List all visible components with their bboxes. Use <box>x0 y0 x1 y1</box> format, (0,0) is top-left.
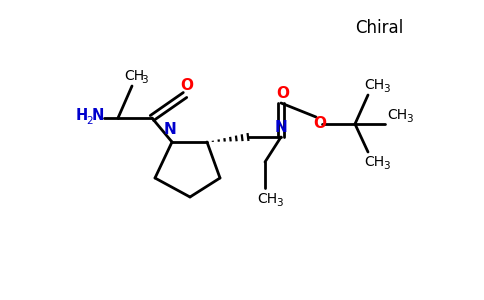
Text: Chiral: Chiral <box>355 19 403 37</box>
Text: N: N <box>274 119 287 134</box>
Text: 2: 2 <box>87 116 93 126</box>
Text: 3: 3 <box>383 161 389 171</box>
Text: CH: CH <box>124 69 144 83</box>
Text: O: O <box>276 85 289 100</box>
Text: CH: CH <box>387 108 407 122</box>
Text: 3: 3 <box>141 75 147 85</box>
Text: O: O <box>181 79 194 94</box>
Text: CH: CH <box>257 192 277 206</box>
Text: CH: CH <box>364 78 384 92</box>
Text: CH: CH <box>364 155 384 169</box>
Text: 3: 3 <box>276 198 282 208</box>
Text: N: N <box>164 122 176 137</box>
Text: H: H <box>76 109 88 124</box>
Text: 3: 3 <box>383 84 389 94</box>
Text: 3: 3 <box>406 114 412 124</box>
Text: O: O <box>314 116 327 131</box>
Text: N: N <box>92 109 104 124</box>
